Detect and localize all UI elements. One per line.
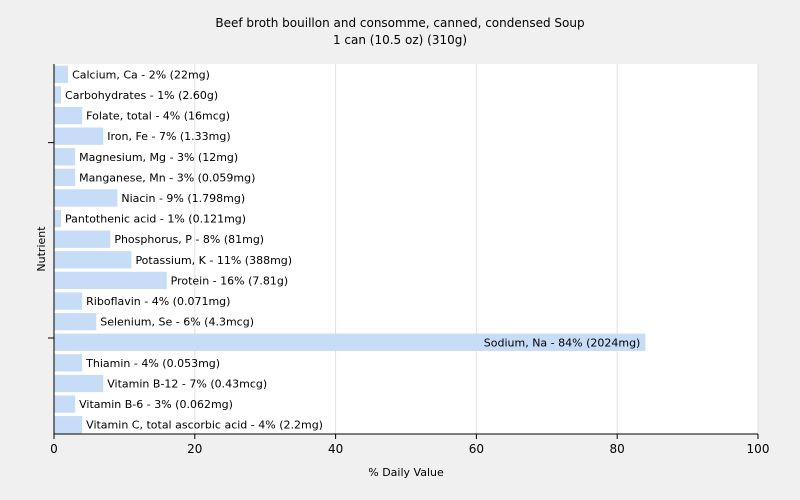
bar-label: Protein - 16% (7.81g) bbox=[171, 274, 289, 287]
bar bbox=[54, 86, 62, 104]
x-tick-label: 100 bbox=[747, 442, 770, 456]
bar-label: Iron, Fe - 7% (1.33mg) bbox=[107, 130, 230, 143]
bar bbox=[54, 106, 83, 125]
x-tick-label: 40 bbox=[328, 442, 343, 456]
bar bbox=[54, 168, 76, 187]
bar bbox=[54, 251, 132, 269]
bar bbox=[54, 127, 104, 145]
bar-label: Vitamin B-12 - 7% (0.43mcg) bbox=[107, 377, 267, 390]
axes: 0 20 40 60 80 100 bbox=[48, 64, 769, 456]
bar bbox=[54, 65, 69, 83]
bar-label: Magnesium, Mg - 3% (12mg) bbox=[79, 151, 238, 164]
x-axis-title: % Daily Value bbox=[368, 466, 444, 479]
x-tick-label: 0 bbox=[50, 442, 58, 456]
chart-subtitle: 1 can (10.5 oz) (310g) bbox=[332, 33, 468, 47]
x-tick-label: 20 bbox=[187, 442, 202, 456]
bar bbox=[54, 292, 83, 310]
bars bbox=[54, 65, 646, 434]
bar-label: Phosphorus, P - 8% (81mg) bbox=[114, 233, 264, 246]
chart-title: Beef broth bouillon and consomme, canned… bbox=[215, 16, 585, 30]
bar bbox=[54, 271, 167, 290]
bar-label: Folate, total - 4% (16mcg) bbox=[86, 110, 230, 123]
x-tick-label: 80 bbox=[610, 442, 625, 456]
bar bbox=[54, 313, 97, 331]
bar-label: Riboflavin - 4% (0.071mg) bbox=[86, 295, 230, 308]
bar bbox=[54, 230, 111, 248]
bar bbox=[54, 333, 646, 351]
bar-label: Carbohydrates - 1% (2.60g) bbox=[65, 89, 218, 102]
x-tick-label: 60 bbox=[469, 442, 484, 456]
bar bbox=[54, 148, 76, 166]
bar-label: Vitamin C, total ascorbic acid - 4% (2.2… bbox=[86, 419, 323, 432]
bar-label: Thiamin - 4% (0.053mg) bbox=[85, 357, 220, 370]
bar bbox=[54, 416, 83, 434]
bar bbox=[54, 209, 62, 228]
bar-label: Niacin - 9% (1.798mg) bbox=[121, 192, 245, 205]
bar bbox=[54, 354, 83, 372]
plot-background bbox=[54, 64, 758, 434]
bar-labels: Calcium, Ca - 2% (22mg) Carbohydrates - 1… bbox=[65, 68, 640, 431]
grid-lines bbox=[54, 64, 759, 434]
bar-label: Pantothenic acid - 1% (0.121mg) bbox=[65, 213, 246, 226]
bar-label: Vitamin B-6 - 3% (0.062mg) bbox=[79, 398, 233, 411]
bar bbox=[54, 395, 76, 413]
bar-label: Potassium, K - 11% (388mg) bbox=[135, 254, 292, 267]
bar-label: Manganese, Mn - 3% (0.059mg) bbox=[79, 171, 255, 184]
bar-label: Selenium, Se - 6% (4.3mcg) bbox=[100, 316, 254, 329]
bar-label: Sodium, Na - 84% (2024mg) bbox=[484, 336, 641, 349]
bar bbox=[54, 189, 118, 207]
bar bbox=[54, 374, 104, 393]
y-axis-title: Nutrient bbox=[35, 226, 48, 272]
bar-label: Calcium, Ca - 2% (22mg) bbox=[72, 68, 210, 81]
